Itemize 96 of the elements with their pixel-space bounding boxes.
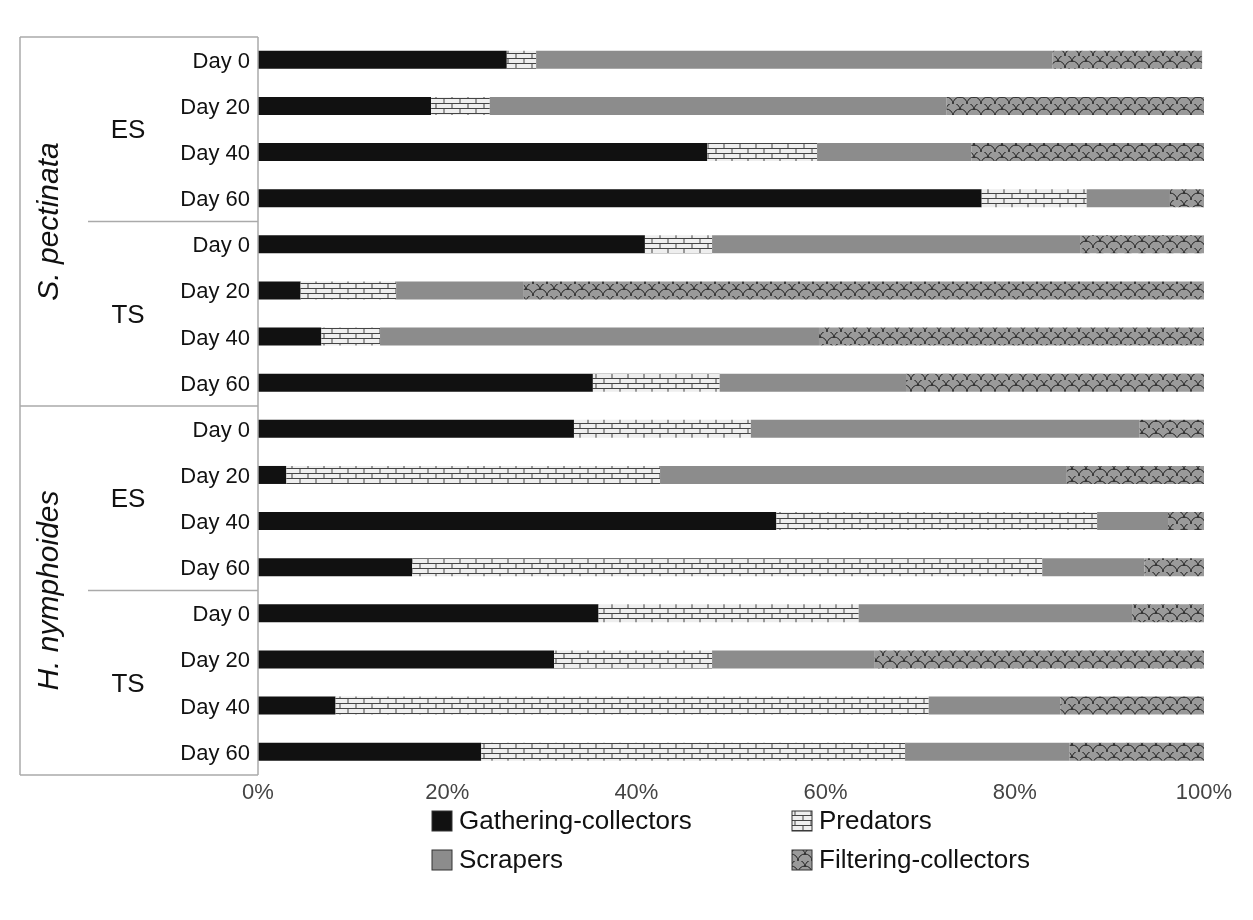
x-tick-label: 60% bbox=[803, 778, 848, 804]
bar bbox=[1144, 558, 1204, 577]
bar bbox=[719, 373, 907, 392]
bar bbox=[396, 281, 524, 300]
text: ES bbox=[110, 114, 146, 145]
bar bbox=[905, 742, 1070, 761]
text: S. pectinata bbox=[31, 142, 64, 301]
bar bbox=[981, 189, 1087, 208]
bar bbox=[258, 742, 482, 761]
text: TS bbox=[111, 667, 145, 698]
y-tick-label: Day 40 bbox=[180, 693, 250, 719]
y-tick-label: Day 40 bbox=[180, 324, 250, 350]
bar bbox=[592, 373, 720, 392]
y-tick-label: Day 20 bbox=[180, 647, 250, 673]
bar bbox=[258, 512, 777, 531]
y-tick-label: Day 20 bbox=[180, 463, 250, 488]
bar bbox=[258, 373, 593, 392]
bar bbox=[906, 373, 1204, 392]
bar bbox=[858, 604, 1133, 623]
bar bbox=[1080, 235, 1204, 254]
bar bbox=[258, 50, 507, 69]
bar bbox=[554, 650, 713, 669]
bar bbox=[258, 189, 982, 208]
bar bbox=[258, 465, 287, 484]
bar bbox=[946, 96, 1204, 115]
bar bbox=[1086, 189, 1170, 208]
bar bbox=[1060, 696, 1204, 715]
legend-label: Filtering-collectors bbox=[819, 844, 1030, 875]
bar bbox=[712, 650, 875, 669]
bar bbox=[258, 281, 301, 300]
text: TS bbox=[111, 298, 145, 329]
bar bbox=[971, 143, 1204, 162]
bar bbox=[258, 143, 708, 162]
bar bbox=[258, 235, 645, 254]
bar bbox=[874, 650, 1204, 669]
y-tick-label: Day 20 bbox=[180, 94, 250, 119]
bar bbox=[1069, 742, 1204, 761]
bar bbox=[928, 696, 1061, 715]
bar bbox=[489, 96, 947, 115]
bar bbox=[380, 327, 819, 346]
y-tick-label: Day 60 bbox=[180, 555, 250, 581]
y-tick-label: Day 0 bbox=[192, 601, 250, 627]
bar bbox=[1066, 465, 1204, 484]
legend-label: Gathering-collectors bbox=[459, 805, 692, 836]
bar bbox=[1042, 558, 1145, 577]
bar bbox=[300, 281, 397, 300]
bar bbox=[1132, 604, 1204, 623]
bar bbox=[258, 696, 336, 715]
bar bbox=[1169, 189, 1204, 208]
bar bbox=[598, 604, 859, 623]
x-tick-label: 0% bbox=[242, 778, 274, 804]
x-tick-label: 80% bbox=[992, 778, 1037, 804]
bar bbox=[1052, 50, 1203, 69]
y-tick-label: Day 20 bbox=[180, 278, 250, 304]
x-tick-label: 40% bbox=[614, 778, 659, 804]
x-tick-label: 20% bbox=[425, 778, 470, 804]
bar bbox=[258, 96, 432, 115]
bar bbox=[431, 96, 490, 115]
text: H. nymphoides bbox=[31, 490, 64, 691]
bar bbox=[258, 419, 574, 438]
y-tick-label: Day 60 bbox=[180, 370, 250, 396]
bar bbox=[1168, 512, 1204, 531]
bar bbox=[523, 281, 1204, 300]
legend-label: Scrapers bbox=[459, 844, 564, 875]
bar bbox=[776, 512, 1098, 531]
bar bbox=[573, 419, 751, 438]
bar bbox=[335, 696, 929, 715]
y-tick-label: Day 40 bbox=[180, 509, 250, 535]
bar bbox=[258, 327, 322, 346]
y-tick-label: Day 40 bbox=[180, 140, 250, 166]
bar bbox=[506, 50, 537, 69]
bar bbox=[818, 327, 1204, 346]
y-tick-label: Day 60 bbox=[180, 186, 250, 212]
bar bbox=[750, 419, 1140, 438]
bar bbox=[1097, 512, 1169, 531]
x-tick-label: 100% bbox=[1175, 778, 1233, 804]
bar bbox=[644, 235, 713, 254]
bar bbox=[536, 50, 1053, 69]
y-tick-label: Day 0 bbox=[192, 47, 250, 73]
legend-label: Predators bbox=[819, 805, 932, 836]
bar bbox=[712, 235, 1081, 254]
bar bbox=[660, 465, 1067, 484]
bar bbox=[258, 558, 413, 577]
y-tick-label: Day 60 bbox=[180, 739, 250, 765]
bar bbox=[817, 143, 972, 162]
text: ES bbox=[110, 483, 146, 514]
bar bbox=[258, 650, 555, 669]
bar bbox=[481, 742, 906, 761]
bar bbox=[1139, 419, 1204, 438]
bar bbox=[321, 327, 381, 346]
bar bbox=[707, 143, 818, 162]
bar bbox=[286, 465, 661, 484]
y-tick-label: Day 0 bbox=[192, 416, 250, 442]
y-tick-label: Day 0 bbox=[192, 232, 250, 258]
bar bbox=[412, 558, 1043, 577]
bar bbox=[258, 604, 599, 623]
